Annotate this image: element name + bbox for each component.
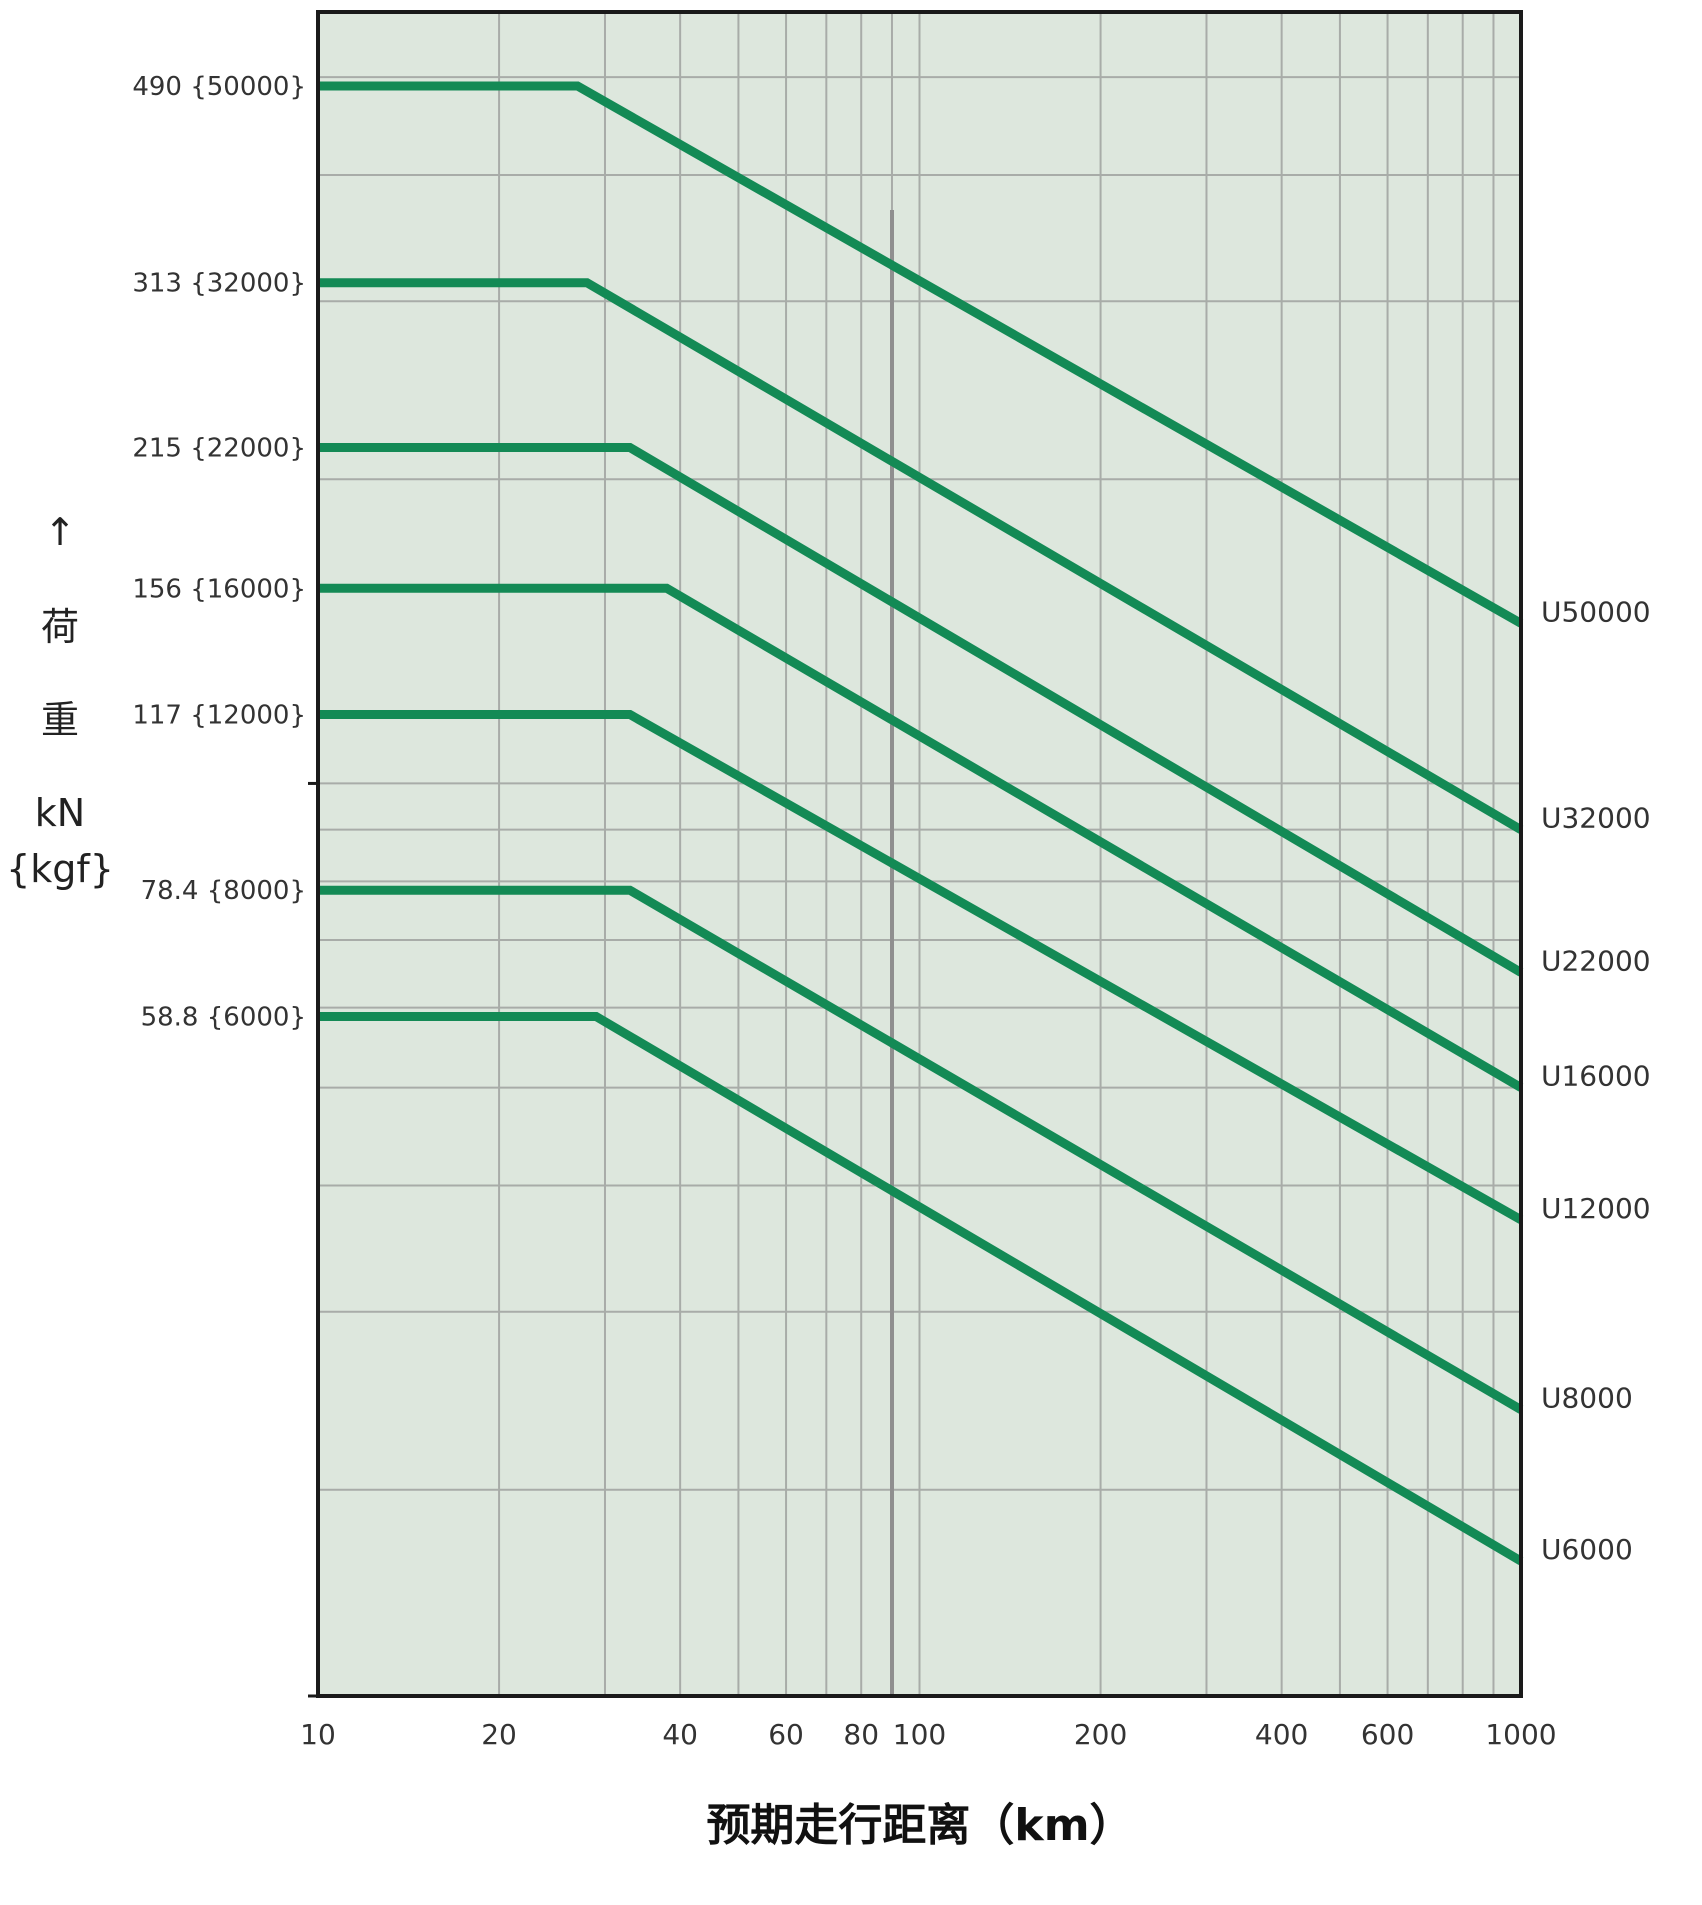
x-tick-label: 20	[481, 1718, 517, 1751]
x-tick-label: 1000	[1485, 1718, 1556, 1751]
x-tick-label: 40	[662, 1718, 698, 1751]
y-tick-label: 215 {22000}	[132, 434, 306, 464]
series-label-U6000: U6000	[1541, 1533, 1633, 1566]
series-line-U22000	[318, 443, 1524, 977]
grid-lines	[318, 12, 1521, 1696]
x-tick-label: 200	[1074, 1718, 1127, 1751]
series-lines	[318, 81, 1524, 1565]
plot-frame	[316, 10, 1523, 1698]
y-tick-label: 156 {16000}	[132, 574, 306, 604]
series-line-U12000	[318, 710, 1524, 1224]
x-tick-label: 10	[300, 1718, 336, 1751]
x-tick-labels: 10 20 40 60 80 100 200 400 600 1000	[300, 1718, 1556, 1751]
series-label-U22000: U22000	[1541, 944, 1651, 977]
series-line-U32000	[318, 278, 1524, 834]
series-label-U8000: U8000	[1541, 1382, 1633, 1415]
series-label-U32000: U32000	[1541, 802, 1651, 835]
series-label-U12000: U12000	[1541, 1192, 1651, 1225]
y-tick-label: 78.4 {8000}	[141, 876, 306, 906]
series-line-U50000	[318, 81, 1524, 628]
x-tick-label: 600	[1361, 1718, 1414, 1751]
series-label-U16000: U16000	[1541, 1060, 1651, 1093]
series-line-U8000	[318, 885, 1524, 1414]
y-tick-label: 58.8 {6000}	[141, 1002, 306, 1032]
x-axis-label: 预期走行距离（km）	[706, 1800, 1133, 1851]
y-tick-label: 117 {12000}	[132, 701, 306, 731]
series-labels: U50000 U32000 U22000 U16000 U12000 U8000 U6000	[1541, 595, 1651, 1566]
y-tick-label: 313 {32000}	[132, 269, 306, 299]
y-axis-label-line-2: 荷	[41, 605, 79, 649]
y-axis-label-line-1: ↑	[44, 510, 76, 554]
y-axis-label-line-5: {kgf}	[6, 847, 114, 891]
series-line-U6000	[318, 1012, 1524, 1565]
x-tick-label: 400	[1255, 1718, 1308, 1751]
y-axis-label-line-4: kN	[35, 791, 85, 835]
x-tick-label: 80	[843, 1718, 879, 1751]
series-label-U50000: U50000	[1541, 595, 1651, 628]
y-tick-labels: 490 {50000} 313 {32000} 215 {22000} 156 {16…	[132, 72, 306, 1032]
x-tick-label: 100	[893, 1718, 946, 1751]
y-tick-label: 490 {50000}	[132, 72, 306, 102]
y-axis-label: ↑ 荷 重 kN {kgf}	[6, 510, 114, 891]
series-line-U16000	[318, 583, 1524, 1092]
axis-tick-marks	[308, 781, 318, 1698]
y-axis-label-line-3: 重	[41, 698, 79, 742]
x-tick-label: 60	[768, 1718, 804, 1751]
